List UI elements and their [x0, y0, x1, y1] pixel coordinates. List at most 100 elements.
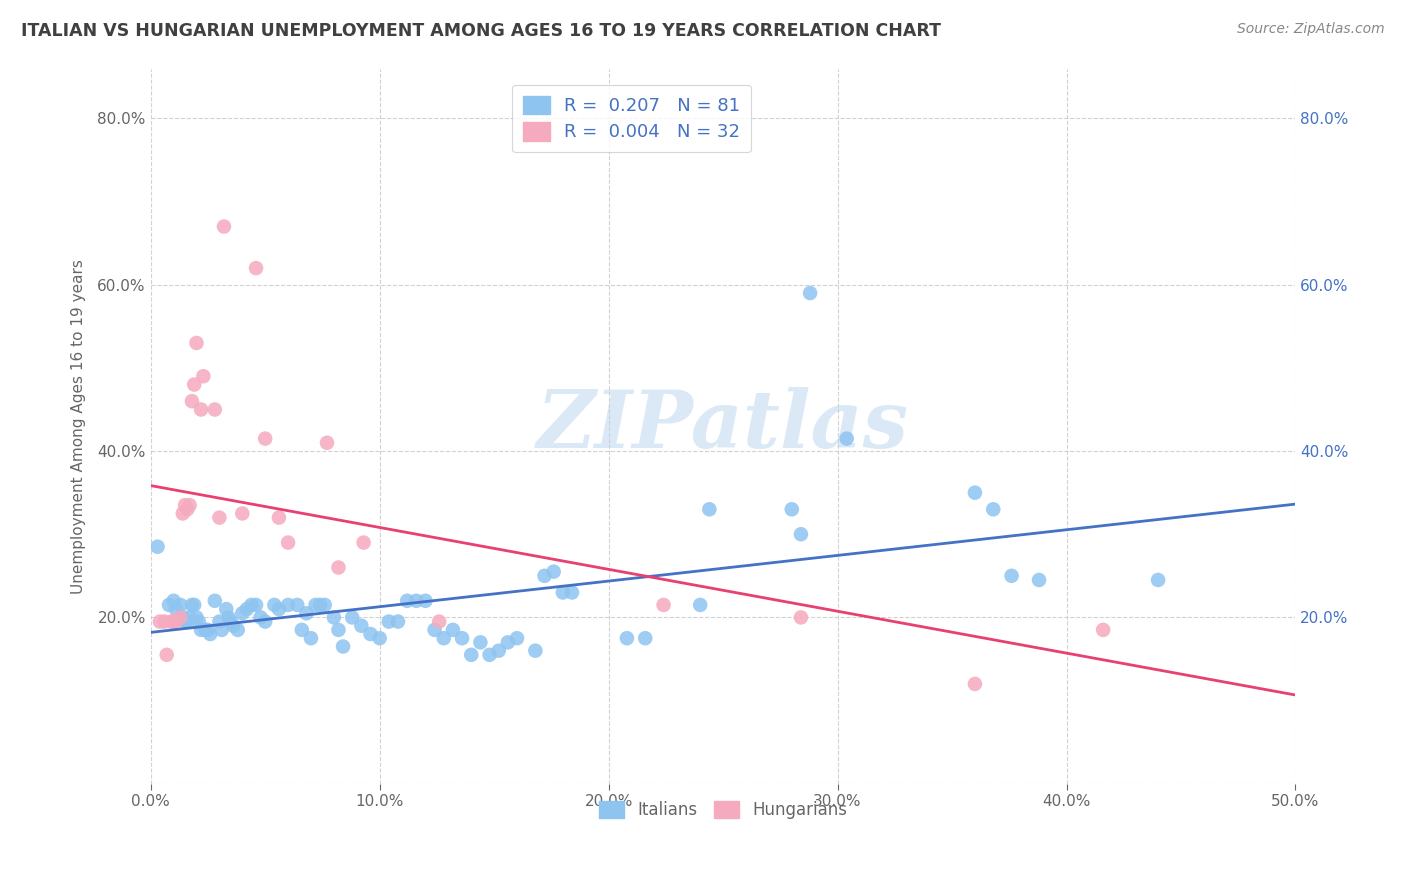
Point: [165, 602, 187, 616]
Point: [240, 598, 263, 612]
Point: [149, 615, 172, 629]
Point: [245, 598, 267, 612]
Point: [488, 643, 510, 657]
Point: [204, 402, 226, 417]
Point: [277, 598, 299, 612]
Point: [277, 535, 299, 549]
Point: [524, 643, 547, 657]
Point: [183, 598, 205, 612]
Point: [790, 527, 813, 541]
Point: [204, 594, 226, 608]
Point: [350, 618, 373, 632]
Point: [304, 598, 326, 612]
Point: [533, 569, 555, 583]
Point: [263, 598, 285, 612]
Point: [299, 631, 322, 645]
Point: [190, 623, 212, 637]
Legend: Italians, Hungarians: Italians, Hungarians: [592, 794, 853, 825]
Point: [160, 615, 183, 629]
Point: [179, 610, 201, 624]
Point: [316, 435, 339, 450]
Point: [328, 560, 350, 574]
Point: [551, 585, 574, 599]
Point: [340, 610, 363, 624]
Point: [799, 286, 821, 301]
Point: [295, 606, 318, 620]
Point: [222, 618, 245, 632]
Point: [208, 510, 231, 524]
Point: [780, 502, 803, 516]
Point: [181, 394, 204, 409]
Point: [423, 623, 446, 637]
Point: [179, 498, 201, 512]
Point: [183, 377, 205, 392]
Point: [169, 610, 191, 624]
Point: [254, 432, 277, 446]
Point: [543, 565, 565, 579]
Point: [652, 598, 675, 612]
Point: [981, 502, 1004, 516]
Y-axis label: Unemployment Among Ages 16 to 19 years: Unemployment Among Ages 16 to 19 years: [72, 259, 86, 593]
Point: [211, 623, 233, 637]
Point: [208, 615, 231, 629]
Point: [165, 615, 187, 629]
Point: [790, 610, 813, 624]
Point: [835, 432, 858, 446]
Point: [460, 648, 482, 662]
Point: [427, 615, 450, 629]
Point: [267, 602, 290, 616]
Point: [169, 598, 191, 612]
Point: [616, 631, 638, 645]
Point: [314, 598, 336, 612]
Point: [231, 606, 253, 620]
Point: [174, 615, 197, 629]
Point: [634, 631, 657, 645]
Point: [328, 623, 350, 637]
Text: ITALIAN VS HUNGARIAN UNEMPLOYMENT AMONG AGES 16 TO 19 YEARS CORRELATION CHART: ITALIAN VS HUNGARIAN UNEMPLOYMENT AMONG …: [21, 22, 941, 40]
Point: [181, 598, 204, 612]
Point: [194, 623, 217, 637]
Point: [162, 594, 184, 608]
Point: [689, 598, 711, 612]
Point: [1147, 573, 1170, 587]
Point: [249, 610, 271, 624]
Point: [219, 615, 242, 629]
Point: [146, 540, 169, 554]
Point: [332, 640, 354, 654]
Point: [215, 602, 238, 616]
Point: [506, 631, 529, 645]
Point: [236, 602, 259, 616]
Point: [387, 615, 409, 629]
Point: [291, 623, 314, 637]
Point: [561, 585, 583, 599]
Point: [396, 594, 419, 608]
Point: [245, 261, 267, 276]
Point: [496, 635, 519, 649]
Point: [176, 502, 198, 516]
Point: [378, 615, 401, 629]
Point: [200, 627, 222, 641]
Point: [226, 623, 249, 637]
Text: Source: ZipAtlas.com: Source: ZipAtlas.com: [1237, 22, 1385, 37]
Point: [322, 610, 344, 624]
Point: [218, 610, 240, 624]
Point: [441, 623, 464, 637]
Point: [1000, 569, 1022, 583]
Text: ZIPatlas: ZIPatlas: [537, 387, 910, 465]
Point: [285, 598, 308, 612]
Point: [1028, 573, 1050, 587]
Point: [415, 594, 437, 608]
Point: [193, 369, 215, 384]
Point: [963, 485, 986, 500]
Point: [231, 507, 253, 521]
Point: [153, 615, 176, 629]
Point: [174, 498, 197, 512]
Point: [451, 631, 474, 645]
Point: [156, 648, 179, 662]
Point: [187, 615, 209, 629]
Point: [309, 598, 332, 612]
Point: [172, 507, 194, 521]
Point: [353, 535, 375, 549]
Point: [157, 598, 180, 612]
Point: [197, 623, 219, 637]
